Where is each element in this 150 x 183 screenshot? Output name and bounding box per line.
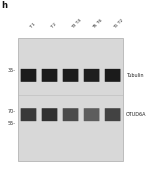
FancyBboxPatch shape — [63, 108, 78, 121]
Bar — [18, 38, 123, 161]
Text: T 2: T 2 — [50, 23, 57, 30]
Text: T 1: T 1 — [28, 23, 36, 30]
Text: 55-: 55- — [7, 121, 15, 126]
Text: T5 T6: T5 T6 — [92, 18, 103, 30]
FancyBboxPatch shape — [84, 69, 99, 82]
Text: Tubulin: Tubulin — [126, 73, 143, 78]
FancyBboxPatch shape — [84, 108, 99, 121]
FancyBboxPatch shape — [42, 108, 57, 121]
FancyBboxPatch shape — [21, 69, 36, 82]
Text: T1 T2: T1 T2 — [113, 19, 124, 30]
FancyBboxPatch shape — [21, 108, 36, 121]
Text: h: h — [1, 1, 7, 10]
FancyBboxPatch shape — [105, 108, 120, 121]
Text: 70-: 70- — [7, 109, 15, 114]
Text: 35-: 35- — [7, 68, 15, 73]
Text: OTUD6A: OTUD6A — [126, 112, 146, 117]
FancyBboxPatch shape — [42, 69, 57, 82]
FancyBboxPatch shape — [105, 69, 120, 82]
Text: T3 T4: T3 T4 — [70, 19, 82, 30]
FancyBboxPatch shape — [63, 69, 78, 82]
